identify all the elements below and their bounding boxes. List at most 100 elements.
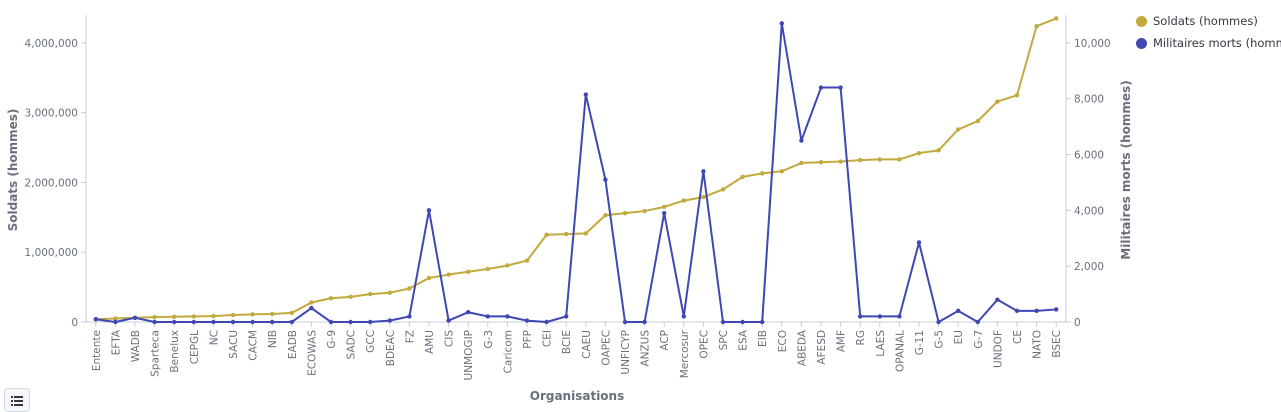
legend-item-soldats[interactable]: Soldats (hommes) xyxy=(1136,10,1281,32)
series-point-1[interactable] xyxy=(191,319,196,325)
series-point-1[interactable] xyxy=(838,85,843,90)
series-point-1[interactable] xyxy=(466,310,471,315)
series-point-0[interactable] xyxy=(113,316,118,321)
series-point-0[interactable] xyxy=(485,266,490,272)
series-point-0[interactable] xyxy=(191,314,196,319)
series-point-0[interactable] xyxy=(740,174,745,180)
series-point-1[interactable] xyxy=(309,305,314,311)
series-point-1[interactable] xyxy=(426,208,432,213)
series-point-1[interactable] xyxy=(1014,308,1020,314)
series-point-1[interactable] xyxy=(505,314,510,319)
series-point-1[interactable] xyxy=(760,319,765,325)
series-point-0[interactable] xyxy=(172,314,177,319)
series-point-0[interactable] xyxy=(1034,23,1039,29)
series-point-0[interactable] xyxy=(230,312,236,318)
series-point-0[interactable] xyxy=(505,263,510,268)
series-point-0[interactable] xyxy=(681,198,686,203)
series-point-0[interactable] xyxy=(897,157,902,162)
series-point-0[interactable] xyxy=(250,312,255,317)
series-point-0[interactable] xyxy=(642,208,647,214)
legend-toggle-button[interactable] xyxy=(4,388,30,412)
series-point-0[interactable] xyxy=(701,194,706,200)
series-point-1[interactable] xyxy=(681,314,686,319)
series-point-1[interactable] xyxy=(799,138,804,143)
series-point-0[interactable] xyxy=(1054,16,1059,21)
series-point-0[interactable] xyxy=(975,118,980,124)
series-point-0[interactable] xyxy=(446,272,451,277)
series-point-1[interactable] xyxy=(897,314,902,319)
series-point-1[interactable] xyxy=(740,319,745,325)
series-point-1[interactable] xyxy=(564,314,569,319)
series-point-1[interactable] xyxy=(250,319,255,325)
series-point-1[interactable] xyxy=(877,314,882,319)
series-point-0[interactable] xyxy=(720,187,726,192)
series-point-1[interactable] xyxy=(995,297,1000,302)
series-point-0[interactable] xyxy=(916,150,922,156)
series-point-0[interactable] xyxy=(309,300,314,305)
series-point-0[interactable] xyxy=(211,313,216,319)
series-point-0[interactable] xyxy=(407,286,412,291)
series-point-1[interactable] xyxy=(583,92,588,97)
series-point-1[interactable] xyxy=(916,240,922,245)
series-point-1[interactable] xyxy=(113,319,118,325)
series-point-1[interactable] xyxy=(328,319,334,325)
series-point-1[interactable] xyxy=(152,319,157,325)
series-point-0[interactable] xyxy=(368,291,373,297)
series-point-1[interactable] xyxy=(818,85,824,90)
series-point-1[interactable] xyxy=(642,319,647,325)
series-point-0[interactable] xyxy=(152,314,157,320)
series-point-1[interactable] xyxy=(93,317,99,322)
series-point-1[interactable] xyxy=(289,319,294,325)
series-point-0[interactable] xyxy=(348,294,353,300)
series-point-0[interactable] xyxy=(544,232,549,237)
series-point-0[interactable] xyxy=(289,310,294,316)
series-point-0[interactable] xyxy=(387,290,392,295)
series-point-0[interactable] xyxy=(995,99,1000,104)
series-point-0[interactable] xyxy=(858,157,863,163)
series-point-1[interactable] xyxy=(446,318,451,323)
series-point-1[interactable] xyxy=(132,315,138,321)
series-point-1[interactable] xyxy=(270,319,275,325)
series-point-1[interactable] xyxy=(407,314,412,319)
series-point-0[interactable] xyxy=(1014,93,1020,98)
series-point-1[interactable] xyxy=(975,319,980,325)
series-point-0[interactable] xyxy=(799,160,804,166)
series-point-1[interactable] xyxy=(524,318,530,323)
series-point-0[interactable] xyxy=(328,296,334,301)
series-point-1[interactable] xyxy=(603,177,608,182)
series-point-0[interactable] xyxy=(564,231,569,237)
series-point-1[interactable] xyxy=(348,319,353,325)
series-point-0[interactable] xyxy=(936,148,941,153)
series-point-0[interactable] xyxy=(818,160,824,165)
series-point-0[interactable] xyxy=(956,127,961,132)
series-point-1[interactable] xyxy=(172,319,177,325)
series-point-0[interactable] xyxy=(603,213,608,218)
series-point-0[interactable] xyxy=(524,258,530,263)
series-point-1[interactable] xyxy=(956,308,961,314)
series-point-1[interactable] xyxy=(544,319,549,325)
series-point-1[interactable] xyxy=(368,319,373,325)
series-point-0[interactable] xyxy=(877,157,882,162)
series-point-0[interactable] xyxy=(426,275,432,281)
series-point-1[interactable] xyxy=(936,319,941,325)
series-point-1[interactable] xyxy=(622,319,628,325)
series-point-1[interactable] xyxy=(1054,307,1059,312)
series-point-1[interactable] xyxy=(387,318,392,323)
series-point-0[interactable] xyxy=(466,269,471,274)
series-point-1[interactable] xyxy=(1034,308,1039,314)
series-point-1[interactable] xyxy=(858,314,863,319)
series-point-0[interactable] xyxy=(779,169,784,174)
series-point-0[interactable] xyxy=(583,231,588,236)
series-point-0[interactable] xyxy=(838,159,843,164)
series-point-1[interactable] xyxy=(485,314,490,319)
series-point-0[interactable] xyxy=(662,204,667,210)
series-point-1[interactable] xyxy=(779,21,784,26)
series-point-1[interactable] xyxy=(230,319,236,325)
series-point-0[interactable] xyxy=(270,311,275,317)
series-point-0[interactable] xyxy=(760,171,765,176)
series-point-1[interactable] xyxy=(701,169,706,174)
series-point-1[interactable] xyxy=(211,319,216,325)
series-point-1[interactable] xyxy=(662,210,667,216)
series-point-1[interactable] xyxy=(720,319,726,325)
legend-item-militaires-morts[interactable]: Militaires morts (hommes) xyxy=(1136,32,1281,54)
